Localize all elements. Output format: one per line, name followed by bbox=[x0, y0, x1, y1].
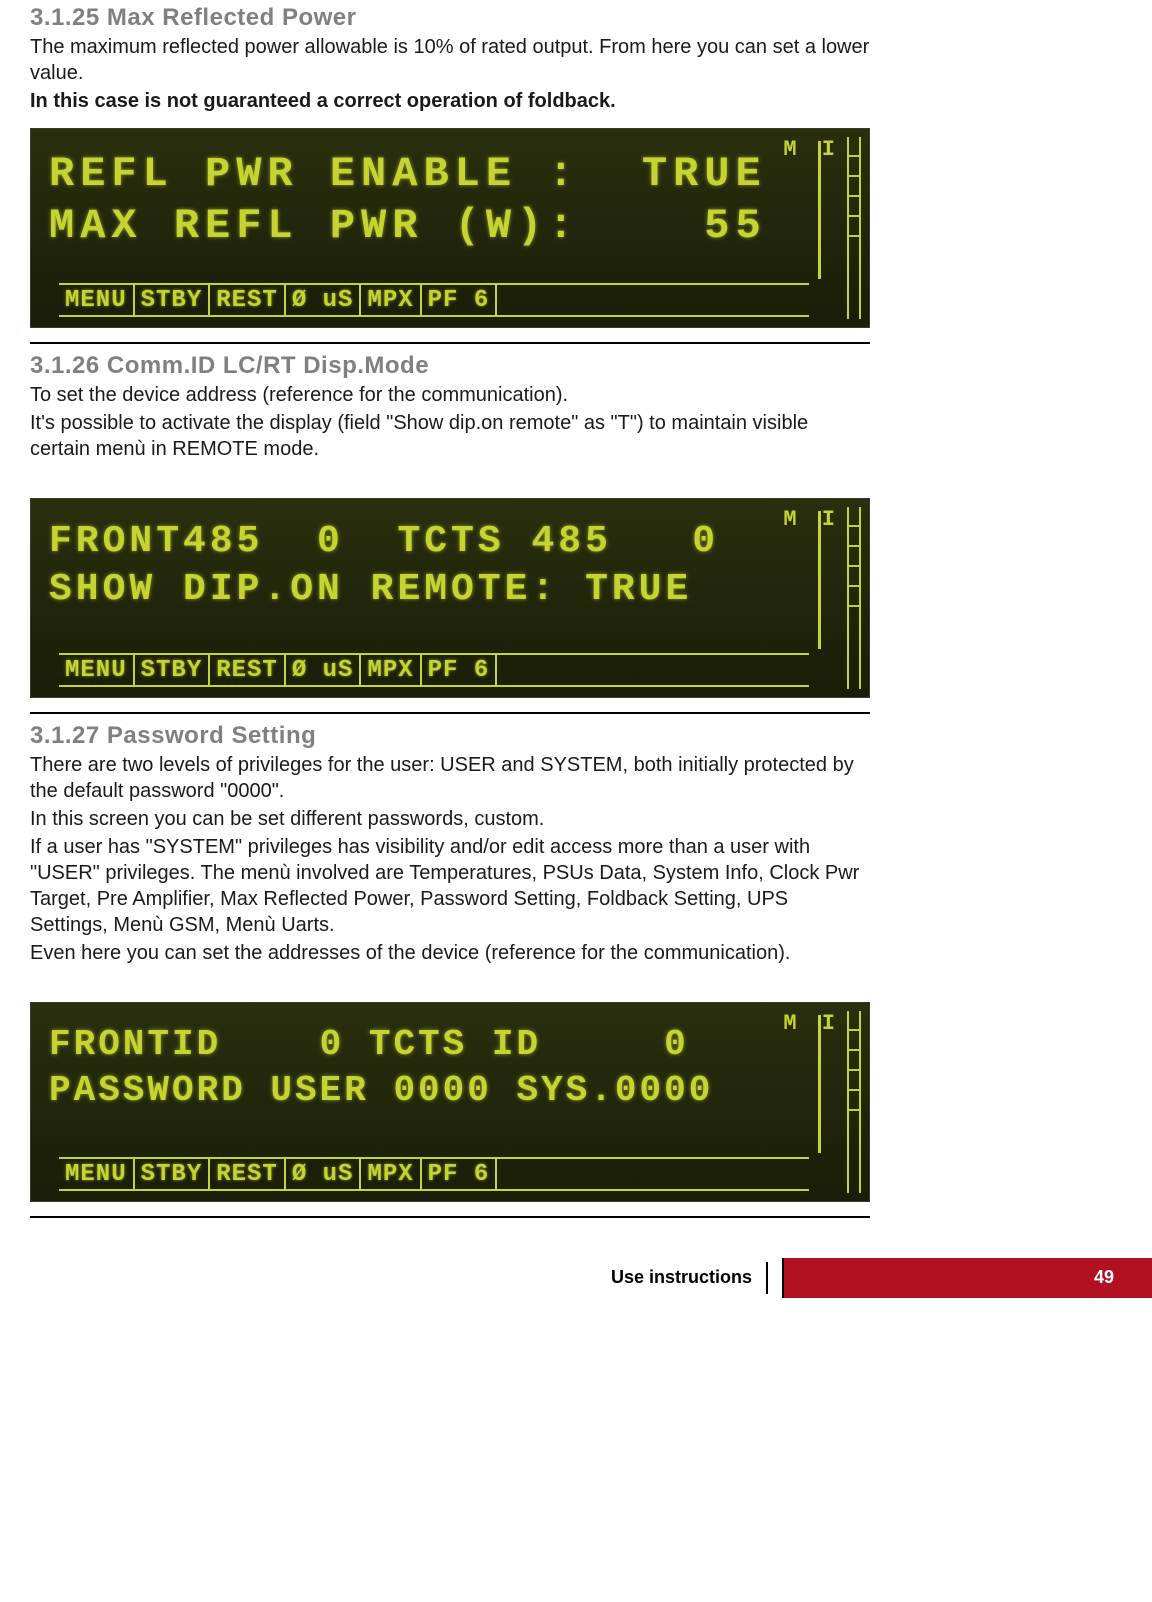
lcd-status-bar: MENU STBY REST Ø uS MPX PF 6 bbox=[59, 653, 809, 687]
lcd-status-menu: MENU bbox=[59, 655, 133, 685]
paragraph-bold: In this case is not guaranteed a correct… bbox=[30, 88, 870, 114]
lcd-line-1: REFL PWR ENABLE : TRUE bbox=[49, 153, 809, 195]
lcd-side-bar bbox=[847, 1011, 861, 1193]
paragraph: There are two levels of privileges for t… bbox=[30, 752, 870, 804]
lcd-side-bar bbox=[847, 507, 861, 689]
lcd-status-us: Ø uS bbox=[284, 1159, 360, 1189]
paragraph: It's possible to activate the display (f… bbox=[30, 410, 870, 462]
lcd-divider bbox=[818, 1015, 821, 1153]
lcd-line-2: MAX REFL PWR (W): 55 bbox=[49, 205, 809, 247]
lcd-status-rest: REST bbox=[208, 655, 284, 685]
lcd-display-3: M I FRONTID 0 TCTS ID 0 PASSWORD USER 00… bbox=[30, 1002, 870, 1202]
section-divider bbox=[30, 342, 870, 344]
section-heading-3-1-25: 3.1.25 Max Reflected Power bbox=[30, 4, 870, 32]
lcd-status-mpx: MPX bbox=[359, 655, 419, 685]
lcd-display-2: M I FRONT485 0 TCTS 485 0 SHOW DIP.ON RE… bbox=[30, 498, 870, 698]
section-heading-3-1-27: 3.1.27 Password Setting bbox=[30, 722, 870, 750]
lcd-side-bar bbox=[847, 137, 861, 319]
paragraph: To set the device address (reference for… bbox=[30, 382, 870, 408]
lcd-display-1: M I REFL PWR ENABLE : TRUE MAX REFL PWR … bbox=[30, 128, 870, 328]
footer-label: Use instructions bbox=[611, 1267, 752, 1288]
lcd-status-stby: STBY bbox=[133, 285, 209, 315]
lcd-status-stby: STBY bbox=[133, 655, 209, 685]
paragraph: If a user has "SYSTEM" privileges has vi… bbox=[30, 834, 870, 938]
lcd-line-1: FRONT485 0 TCTS 485 0 bbox=[49, 523, 809, 561]
paragraph: In this screen you can be set different … bbox=[30, 806, 870, 832]
paragraph: The maximum reflected power allowable is… bbox=[30, 34, 870, 86]
lcd-status-rest: REST bbox=[208, 285, 284, 315]
lcd-status-rest: REST bbox=[208, 1159, 284, 1189]
lcd-divider bbox=[818, 511, 821, 649]
lcd-status-us: Ø uS bbox=[284, 655, 360, 685]
section-divider bbox=[30, 1216, 870, 1218]
lcd-status-menu: MENU bbox=[59, 1159, 133, 1189]
page-number: 49 bbox=[1094, 1267, 1114, 1288]
paragraph: Even here you can set the addresses of t… bbox=[30, 940, 870, 966]
lcd-status-pf: PF 6 bbox=[420, 285, 498, 315]
lcd-status-bar: MENU STBY REST Ø uS MPX PF 6 bbox=[59, 1157, 809, 1191]
lcd-status-pf: PF 6 bbox=[420, 1159, 498, 1189]
lcd-status-menu: MENU bbox=[59, 285, 133, 315]
lcd-line-1: FRONTID 0 TCTS ID 0 bbox=[49, 1027, 809, 1063]
lcd-status-mpx: MPX bbox=[359, 285, 419, 315]
lcd-line-2: PASSWORD USER 0000 SYS.0000 bbox=[49, 1073, 809, 1109]
section-heading-3-1-26: 3.1.26 Comm.ID LC/RT Disp.Mode bbox=[30, 352, 870, 380]
lcd-status-bar: MENU STBY REST Ø uS MPX PF 6 bbox=[59, 283, 809, 317]
lcd-line-2: SHOW DIP.ON REMOTE: TRUE bbox=[49, 571, 809, 609]
page-footer: Use instructions 49 bbox=[0, 1258, 1152, 1298]
lcd-status-us: Ø uS bbox=[284, 285, 360, 315]
lcd-status-mpx: MPX bbox=[359, 1159, 419, 1189]
section-divider bbox=[30, 712, 870, 714]
lcd-divider bbox=[818, 141, 821, 279]
lcd-status-pf: PF 6 bbox=[420, 655, 498, 685]
lcd-status-stby: STBY bbox=[133, 1159, 209, 1189]
footer-divider bbox=[766, 1262, 768, 1294]
